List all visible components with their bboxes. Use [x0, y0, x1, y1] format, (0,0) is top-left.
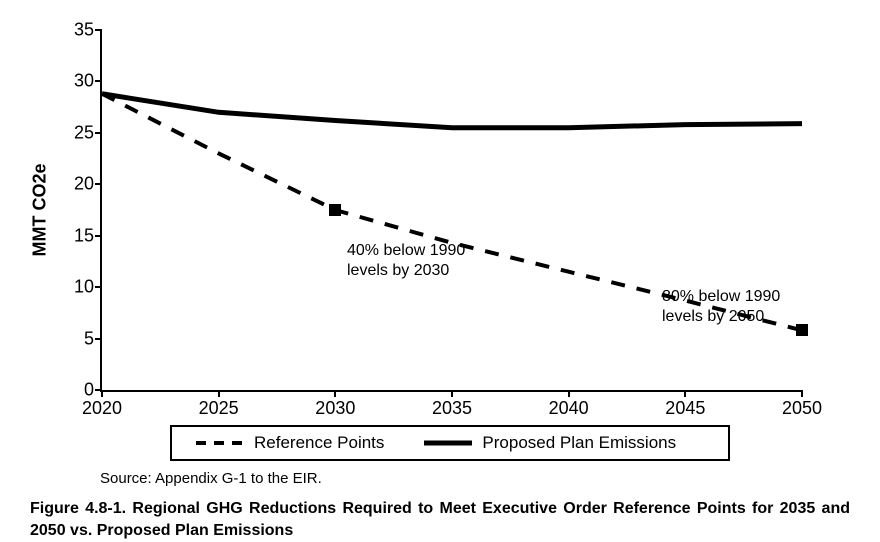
y-tick-mark [95, 132, 102, 134]
x-tick-mark [334, 390, 336, 397]
x-tick-label: 2030 [315, 398, 355, 419]
x-tick-label: 2020 [82, 398, 122, 419]
chart-annotation: 80% below 1990levels by 2050 [662, 287, 780, 327]
y-tick-mark [95, 183, 102, 185]
x-tick-label: 2035 [432, 398, 472, 419]
legend-item-proposed: Proposed Plan Emissions [424, 433, 676, 453]
chart-annotation: 40% below 1990levels by 2030 [347, 241, 465, 281]
y-tick-label: 30 [74, 71, 94, 92]
chart-lines-svg [102, 30, 802, 390]
x-tick-mark [218, 390, 220, 397]
y-tick-label: 35 [74, 20, 94, 41]
x-tick-mark [684, 390, 686, 397]
y-axis-title: MMT CO2e [30, 163, 51, 256]
x-tick-label: 2025 [199, 398, 239, 419]
y-tick-mark [95, 338, 102, 340]
legend-label: Proposed Plan Emissions [482, 433, 676, 453]
x-tick-label: 2040 [549, 398, 589, 419]
x-tick-label: 2045 [665, 398, 705, 419]
legend-item-reference: Reference Points [196, 433, 384, 453]
source-text: Source: Appendix G-1 to the EIR. [100, 470, 322, 487]
x-tick-mark [568, 390, 570, 397]
x-tick-mark [801, 390, 803, 397]
y-tick-label: 20 [74, 174, 94, 195]
chart-legend: Reference Points Proposed Plan Emissions [170, 425, 730, 461]
x-tick-mark [101, 390, 103, 397]
legend-swatch-dashed [196, 433, 244, 453]
y-tick-mark [95, 80, 102, 82]
y-tick-label: 5 [84, 328, 94, 349]
y-tick-mark [95, 286, 102, 288]
series-marker [796, 324, 808, 336]
y-tick-label: 25 [74, 122, 94, 143]
x-tick-label: 2050 [782, 398, 822, 419]
series-marker [329, 204, 341, 216]
legend-swatch-solid [424, 433, 472, 453]
chart-plot-area: 0510152025303520202025203020352040204520… [100, 30, 802, 392]
y-tick-mark [95, 235, 102, 237]
page: MMT CO2e 0510152025303520202025203020352… [0, 0, 880, 542]
y-tick-label: 10 [74, 277, 94, 298]
y-tick-mark [95, 29, 102, 31]
figure-caption: Figure 4.8-1. Regional GHG Reductions Re… [30, 498, 850, 541]
x-tick-mark [451, 390, 453, 397]
y-tick-label: 15 [74, 225, 94, 246]
legend-label: Reference Points [254, 433, 384, 453]
series-line [102, 94, 802, 128]
